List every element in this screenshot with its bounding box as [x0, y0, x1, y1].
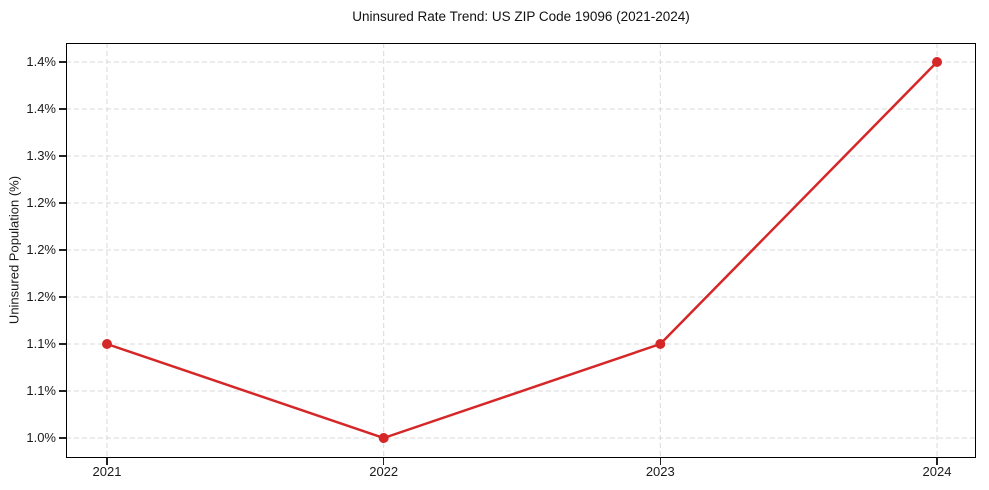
y-tick-label: 1.1%: [26, 383, 56, 398]
x-tick-label: 2023: [645, 464, 675, 479]
y-axis-tick: [59, 249, 66, 251]
y-axis-tick: [59, 155, 66, 157]
data-point-marker: [378, 433, 389, 443]
y-tick-label: 1.0%: [26, 430, 56, 445]
y-tick-label: 1.4%: [26, 101, 56, 116]
y-tick-label: 1.1%: [26, 336, 56, 351]
y-axis-tick: [59, 437, 66, 439]
y-tick-label: 1.3%: [26, 148, 56, 163]
trend-line: [105, 60, 939, 440]
y-axis-tick: [59, 343, 66, 345]
data-point-marker: [932, 57, 942, 67]
y-tick-label: 1.2%: [26, 242, 56, 257]
x-axis-tick: [659, 458, 661, 465]
x-axis-tick: [936, 458, 938, 465]
plot-svg: [66, 43, 976, 458]
y-axis-tick: [59, 390, 66, 392]
y-axis-tick: [59, 61, 66, 63]
x-tick-label: 2021: [92, 464, 122, 479]
x-axis-tick: [106, 458, 108, 465]
plot-frame: [66, 43, 976, 458]
x-tick-label: 2022: [369, 464, 399, 479]
y-tick-label: 1.4%: [26, 54, 56, 69]
x-axis-tick: [383, 458, 385, 465]
y-tick-label: 1.2%: [26, 289, 56, 304]
y-axis-tick: [59, 202, 66, 204]
plot-area: [66, 43, 976, 458]
y-axis-tick: [59, 108, 66, 110]
y-axis-tick: [59, 296, 66, 298]
data-point-marker: [102, 339, 112, 349]
x-tick-label: 2024: [922, 464, 952, 479]
y-tick-label: 1.2%: [26, 195, 56, 210]
chart-title: Uninsured Rate Trend: US ZIP Code 19096 …: [352, 9, 690, 24]
data-point-marker: [655, 339, 666, 349]
